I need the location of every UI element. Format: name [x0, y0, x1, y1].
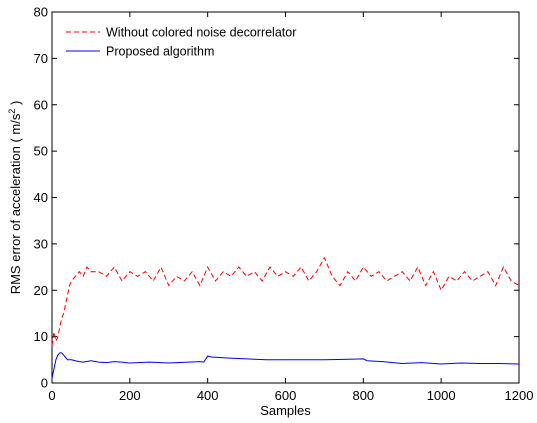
y-tick-label: 70: [34, 51, 48, 66]
y-axis-label-sup: 2: [7, 109, 17, 114]
x-axis-label: Samples: [260, 403, 311, 418]
y-tick-label: 50: [34, 144, 48, 159]
series-line-1: [51, 352, 520, 379]
axis-ticks: 0 200 400 600 800 1000 1200 0 10 20 30 40 50 60 70 80: [34, 5, 534, 404]
x-tick-label: 200: [119, 388, 141, 403]
series-layer: [51, 256, 520, 379]
x-tick-label: 1000: [427, 388, 456, 403]
y-tick-label: 60: [34, 97, 48, 112]
plot-area: [51, 11, 520, 384]
x-tick-label: 800: [352, 388, 374, 403]
x-tick-label: 400: [197, 388, 219, 403]
legend-label-0: Without colored noise decorrelator: [106, 26, 296, 40]
y-tick-label: 20: [34, 283, 48, 298]
legend-label-1: Proposed algorithm: [106, 45, 214, 59]
legend: Without colored noise decorrelator Propos…: [66, 26, 296, 59]
y-tick-label: 10: [34, 329, 48, 344]
y-tick-label: 40: [34, 190, 48, 205]
y-tick-label: 0: [41, 376, 48, 391]
y-tick-label: 30: [34, 236, 48, 251]
y-axis-label-suffix: ): [8, 101, 23, 109]
x-tick-label: 0: [48, 388, 55, 403]
y-tick-label: 80: [34, 5, 48, 20]
y-axis-label-prefix: RMS error of acceleration ( m/s: [8, 113, 23, 294]
y-axis-label: RMS error of acceleration ( m/s2 ): [7, 101, 23, 295]
x-tick-label: 600: [275, 388, 297, 403]
x-tick-label: 1200: [505, 388, 534, 403]
series-line-0: [51, 256, 520, 346]
